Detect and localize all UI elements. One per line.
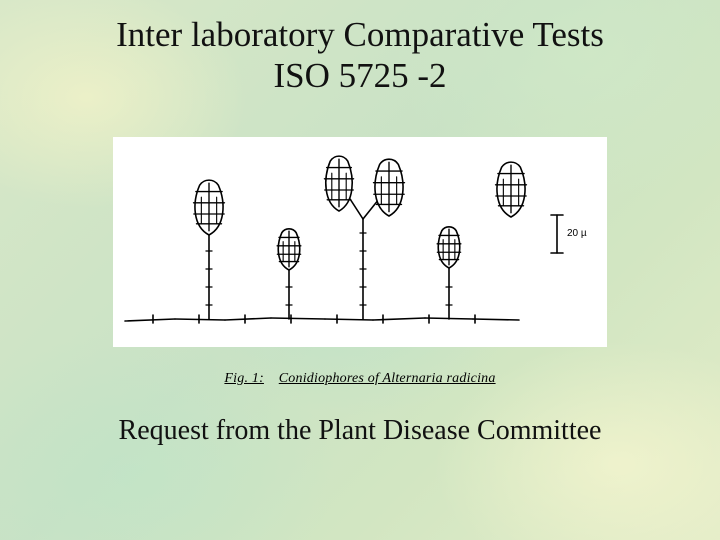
footer-text: Request from the Plant Disease Committee bbox=[32, 415, 688, 447]
caption-text: Conidiophores of Alternaria radicina bbox=[279, 371, 496, 386]
title-line-1: Inter laboratory Comparative Tests bbox=[116, 15, 604, 54]
slide-content: Inter laboratory Comparative Tests ISO 5… bbox=[0, 0, 720, 540]
figure-panel: 20 µ bbox=[113, 137, 607, 347]
caption-prefix: Fig. 1: bbox=[224, 371, 264, 386]
scale-bar-label: 20 µ bbox=[567, 228, 587, 239]
page-title: Inter laboratory Comparative Tests ISO 5… bbox=[32, 14, 688, 97]
title-line-2: ISO 5725 -2 bbox=[273, 56, 446, 95]
conidiophore-diagram bbox=[113, 137, 607, 347]
figure-caption: Fig. 1: Conidiophores of Alternaria radi… bbox=[32, 371, 688, 387]
